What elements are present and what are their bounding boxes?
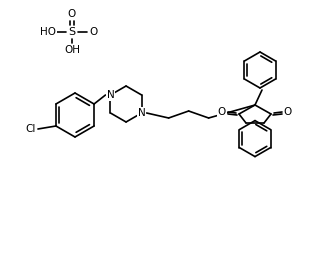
Text: OH: OH [64, 45, 80, 55]
Text: Cl: Cl [26, 124, 36, 134]
Text: HO: HO [40, 27, 56, 37]
Text: O: O [218, 107, 226, 117]
Text: S: S [69, 27, 75, 37]
Text: O: O [90, 27, 98, 37]
Text: O: O [284, 107, 292, 117]
Text: O: O [68, 9, 76, 19]
Text: N: N [107, 90, 114, 100]
Text: N: N [138, 108, 146, 118]
